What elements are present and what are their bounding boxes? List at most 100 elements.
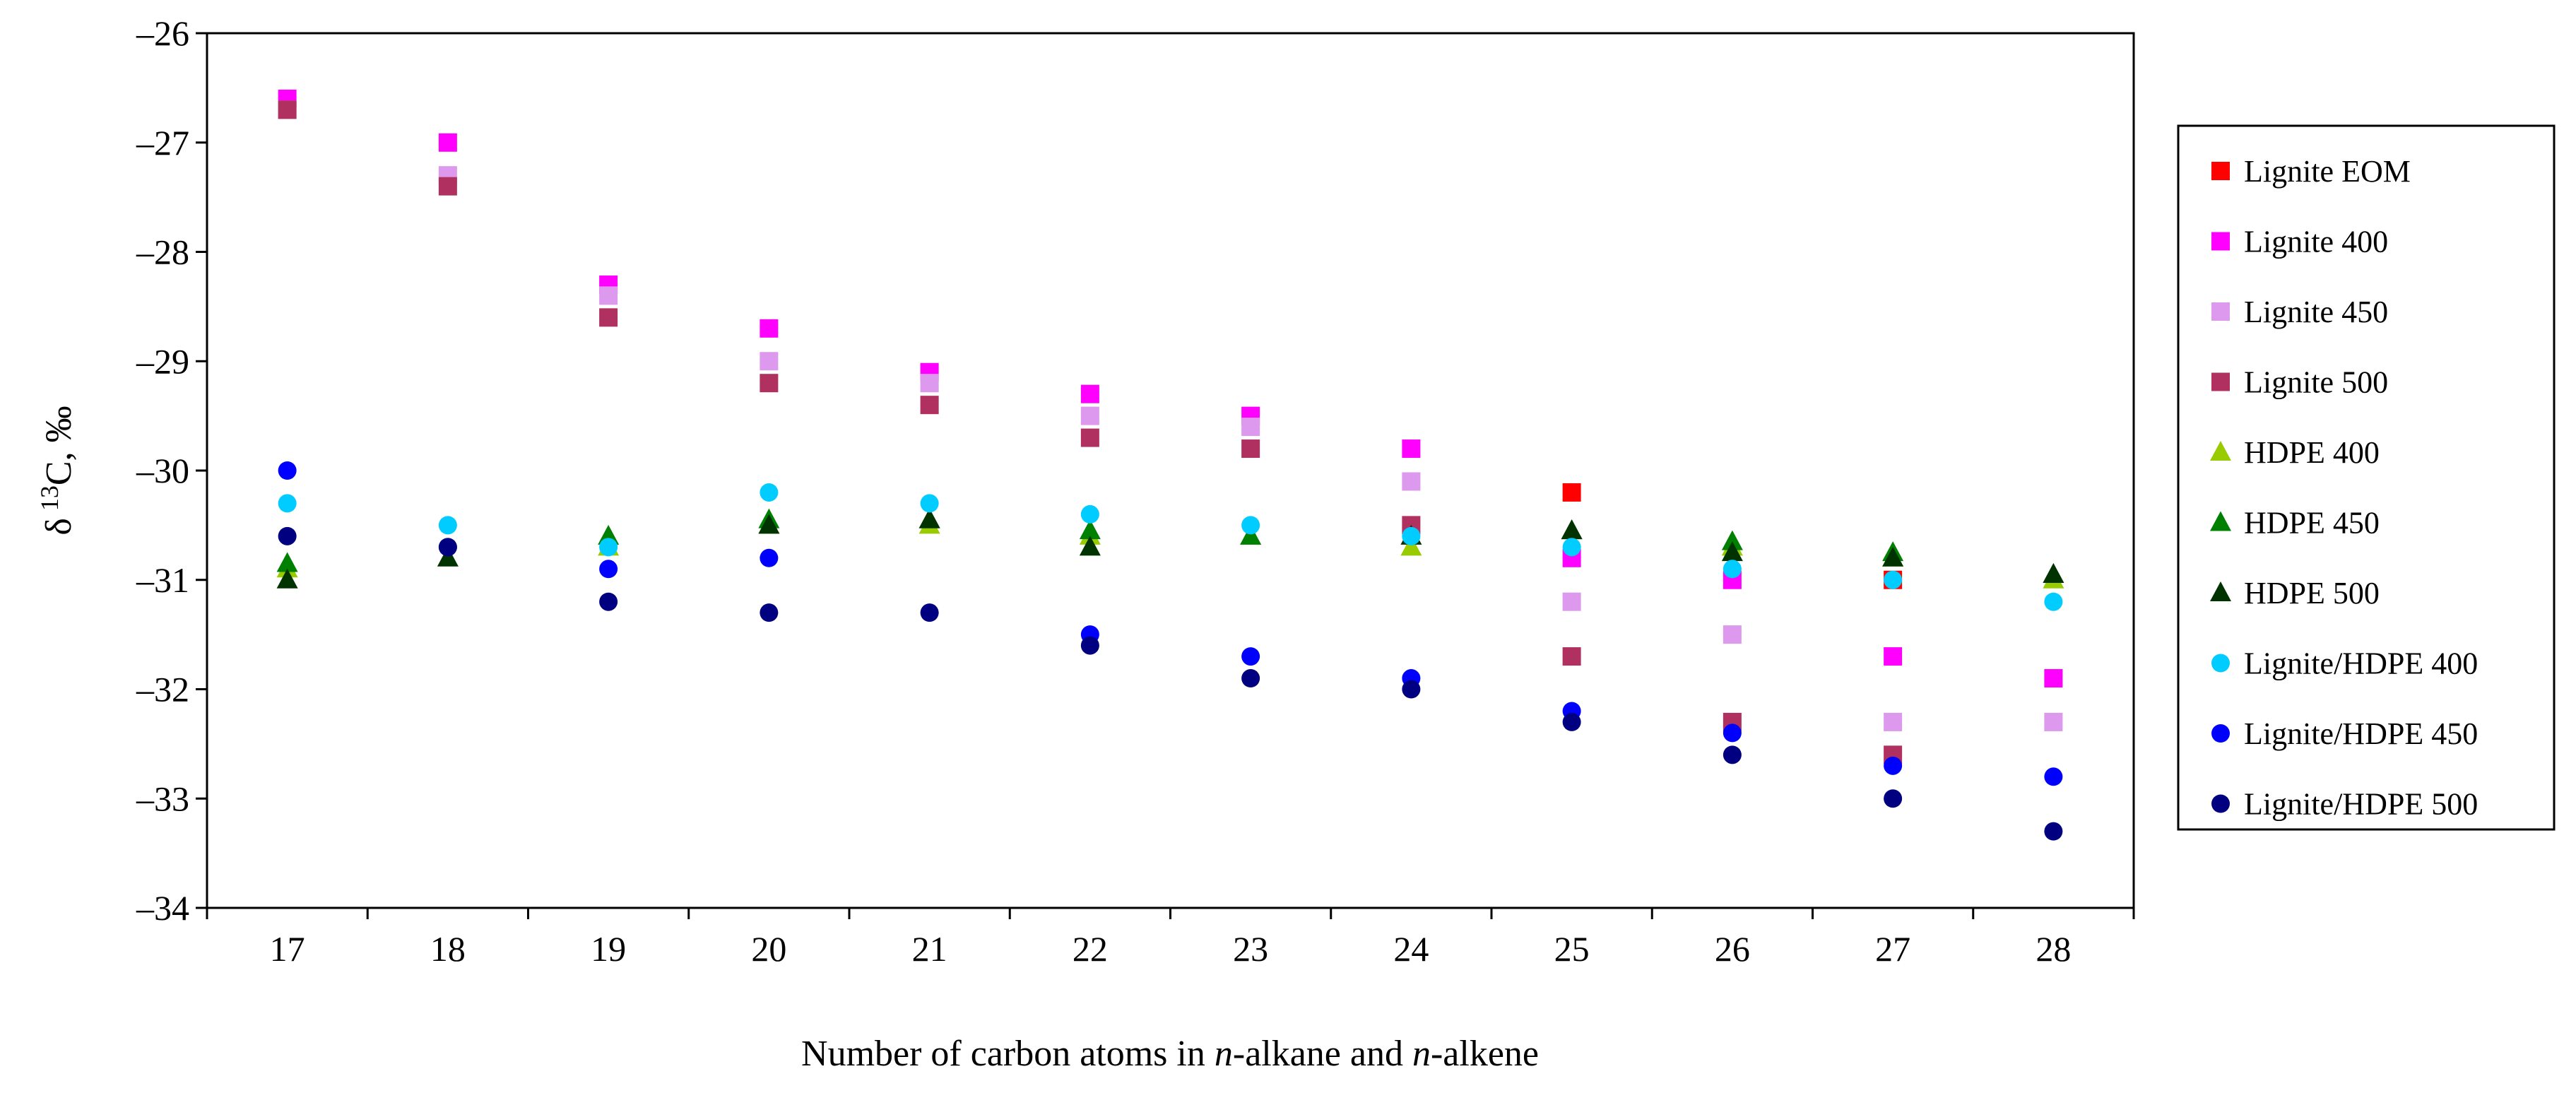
legend-label-10: Lignite/HDPE 500 bbox=[2244, 787, 2478, 822]
data-point-series-8 bbox=[278, 494, 297, 513]
data-point-series-3 bbox=[1723, 625, 1742, 644]
data-point-series-3 bbox=[2044, 712, 2063, 731]
y-axis-ticks: –34 –33 –32 –31 –30 –29 –28 –27 –26 bbox=[136, 13, 207, 928]
data-point-series-9 bbox=[760, 548, 779, 567]
data-point-series-9 bbox=[1723, 723, 1742, 743]
data-point-series-8 bbox=[1241, 516, 1260, 535]
data-point-series-6 bbox=[276, 552, 298, 572]
data-point-series-3 bbox=[599, 286, 618, 305]
y-tick-label: –30 bbox=[136, 451, 189, 490]
data-point-series-8 bbox=[1723, 560, 1742, 579]
data-point-series-3 bbox=[1562, 592, 1581, 611]
x-tick-label: 20 bbox=[751, 929, 786, 969]
data-point-series-8 bbox=[1080, 504, 1099, 524]
data-point-series-9 bbox=[278, 461, 297, 480]
data-point-series-8 bbox=[760, 483, 779, 502]
x-axis-title: Number of carbon atoms in n-alkane and n… bbox=[801, 1034, 1539, 1074]
legend-box bbox=[2177, 124, 2556, 831]
data-point-series-2 bbox=[1402, 439, 1421, 459]
data-point-series-10 bbox=[1080, 636, 1099, 655]
data-point-series-10 bbox=[278, 526, 297, 545]
data-point-series-7 bbox=[2043, 563, 2064, 584]
legend: Lignite EOM Lignite 400 Lignite 450 Lignite… bbox=[2210, 154, 2478, 822]
x-tick-label: 28 bbox=[2036, 929, 2071, 969]
y-tick-label: –27 bbox=[136, 123, 189, 163]
data-point-series-2 bbox=[438, 133, 457, 152]
data-point-series-4 bbox=[1562, 647, 1581, 666]
data-point-series-5 bbox=[1400, 536, 1422, 556]
legend-label-9: Lignite/HDPE 450 bbox=[2244, 716, 2478, 751]
data-point-series-1 bbox=[1562, 483, 1581, 502]
data-point-series-8 bbox=[2044, 592, 2063, 611]
y-axis-title-unit: ‰ bbox=[39, 406, 79, 442]
data-point-series-7 bbox=[1079, 536, 1101, 556]
data-point-series-9 bbox=[599, 560, 618, 579]
x-tick-label: 18 bbox=[430, 929, 466, 969]
data-point-series-6 bbox=[1240, 524, 1262, 545]
x-axis-ticks: 17 18 19 20 21 22 23 24 25 26 27 28 bbox=[206, 908, 2135, 969]
data-point-series-3 bbox=[760, 352, 779, 371]
legend-marker-9 bbox=[2211, 724, 2230, 743]
x-tick-label: 17 bbox=[270, 929, 305, 969]
legend-marker-8 bbox=[2211, 654, 2230, 673]
data-point-series-9 bbox=[1884, 756, 1903, 775]
data-point-series-2 bbox=[2044, 669, 2063, 688]
data-point-series-2 bbox=[1884, 647, 1903, 666]
data-point-series-4 bbox=[1080, 428, 1099, 447]
data-point-series-2 bbox=[1080, 384, 1099, 403]
y-axis-title-element: C, bbox=[39, 442, 79, 485]
y-axis-title: δ 13C, ‰ bbox=[35, 406, 79, 535]
data-point-series-8 bbox=[1562, 538, 1581, 557]
x-axis-title-part-2: n bbox=[1215, 1034, 1233, 1074]
data-point-series-8 bbox=[1402, 526, 1421, 545]
data-point-series-3 bbox=[1402, 472, 1421, 491]
legend-label-6: HDPE 450 bbox=[2244, 506, 2380, 540]
data-point-series-10 bbox=[920, 603, 939, 622]
data-point-series-10 bbox=[1402, 680, 1421, 699]
legend-marker-4 bbox=[2211, 372, 2230, 391]
legend-marker-2 bbox=[2211, 232, 2230, 251]
data-point-series-10 bbox=[599, 592, 618, 611]
legend-label-5: HDPE 400 bbox=[2244, 435, 2380, 470]
y-axis-title-delta: δ bbox=[39, 518, 79, 536]
legend-label-3: Lignite 450 bbox=[2244, 295, 2388, 329]
legend-label-2: Lignite 400 bbox=[2244, 225, 2388, 259]
legend-marker-5 bbox=[2210, 441, 2231, 461]
x-tick-label: 22 bbox=[1073, 929, 1108, 969]
legend-marker-10 bbox=[2211, 794, 2230, 813]
data-point-series-8 bbox=[438, 516, 457, 535]
data-markers bbox=[276, 89, 2064, 841]
data-point-series-7 bbox=[1721, 541, 1743, 562]
data-point-series-10 bbox=[1241, 669, 1260, 688]
x-axis-title-part-1: Number of carbon atoms in bbox=[801, 1034, 1215, 1074]
y-tick-label: –31 bbox=[136, 560, 189, 600]
legend-marker-1 bbox=[2211, 162, 2230, 180]
data-point-series-8 bbox=[920, 494, 939, 513]
data-point-series-4 bbox=[920, 396, 939, 415]
x-axis-title-part-4: n bbox=[1412, 1034, 1431, 1074]
legend-marker-6 bbox=[2210, 511, 2231, 531]
data-point-series-2 bbox=[760, 319, 779, 338]
legend-label-1: Lignite EOM bbox=[2244, 154, 2411, 189]
x-tick-label: 26 bbox=[1715, 929, 1750, 969]
data-point-series-7 bbox=[1882, 546, 1904, 567]
data-point-series-3 bbox=[1884, 712, 1903, 731]
data-point-series-6 bbox=[1721, 530, 1743, 550]
data-point-series-4 bbox=[760, 374, 779, 393]
y-tick-label: –28 bbox=[136, 232, 189, 272]
y-tick-label: –29 bbox=[136, 341, 189, 381]
legend-marker-3 bbox=[2211, 302, 2230, 321]
data-point-series-10 bbox=[1562, 712, 1581, 731]
data-point-series-3 bbox=[920, 374, 939, 393]
data-point-series-4 bbox=[438, 177, 457, 196]
data-point-series-6 bbox=[1079, 519, 1101, 540]
x-tick-label: 21 bbox=[912, 929, 947, 969]
x-tick-label: 24 bbox=[1393, 929, 1429, 969]
x-axis-title-part-3: -alkane and bbox=[1233, 1034, 1412, 1074]
x-tick-label: 25 bbox=[1554, 929, 1590, 969]
x-tick-label: 27 bbox=[1875, 929, 1910, 969]
data-point-series-4 bbox=[599, 308, 618, 327]
data-point-series-7 bbox=[276, 568, 298, 589]
data-point-series-8 bbox=[1884, 570, 1903, 589]
y-tick-label: –26 bbox=[136, 13, 189, 53]
